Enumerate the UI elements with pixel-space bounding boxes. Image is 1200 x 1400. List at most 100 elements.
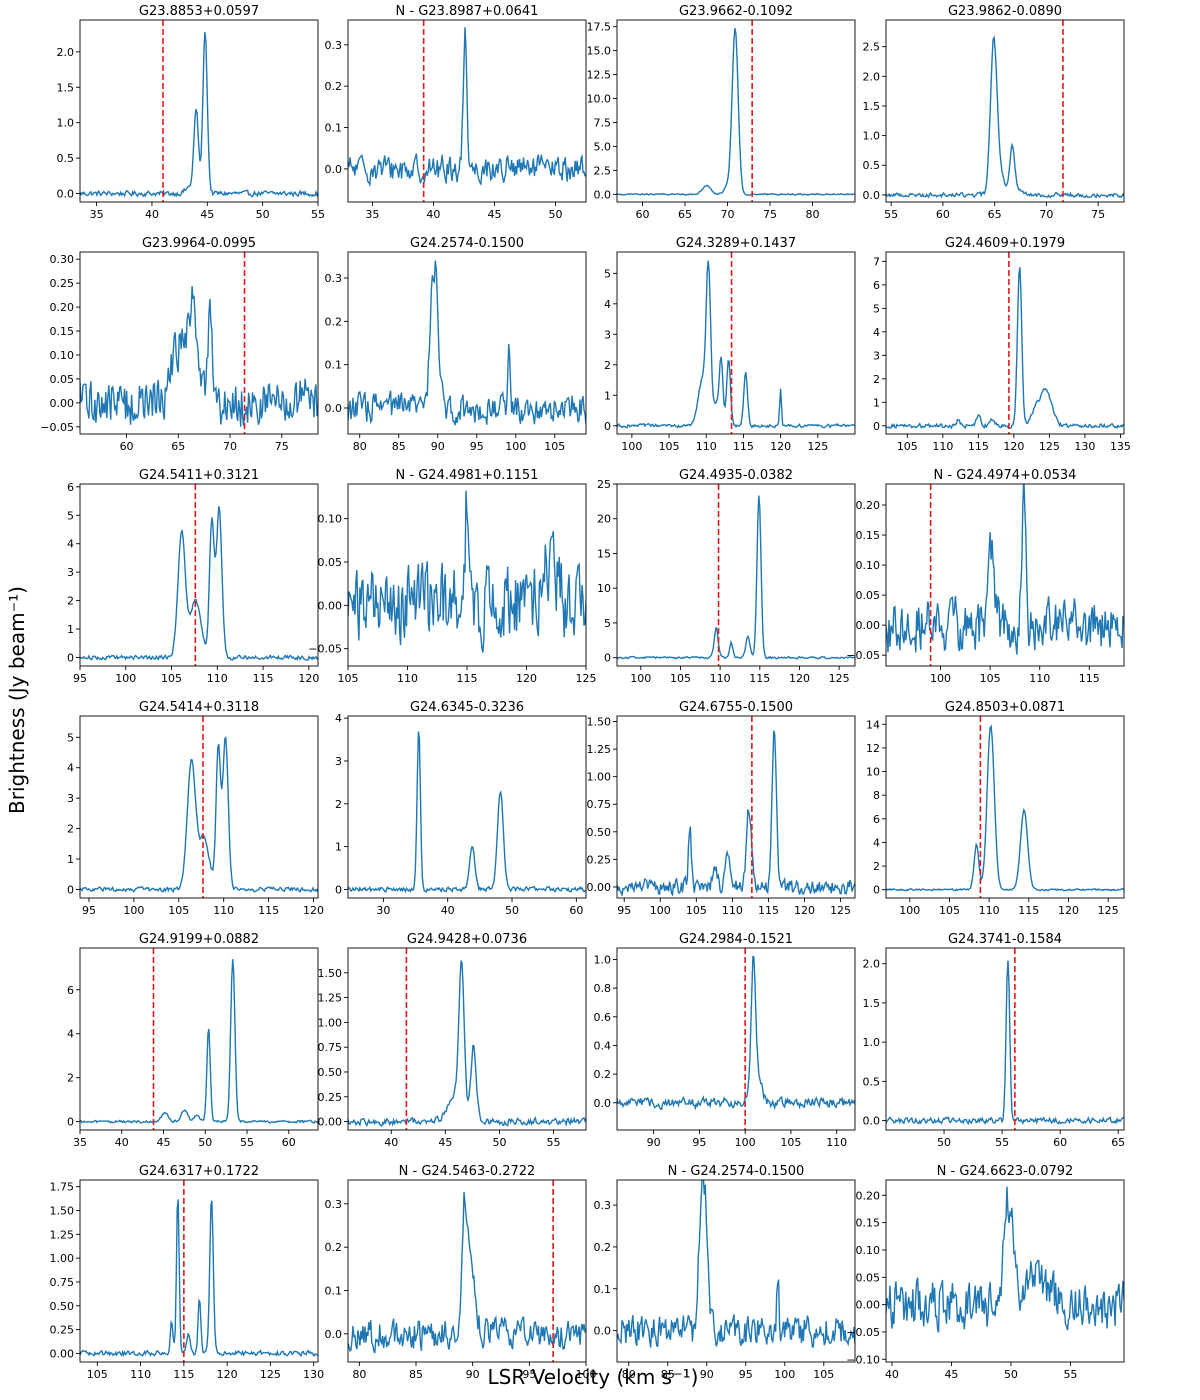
x-tick-label: 85 bbox=[392, 440, 406, 453]
y-tick-label: 0.1 bbox=[325, 122, 343, 135]
spectrum-panel: G23.9662-0.1092 60 65 70 75 80 0.0 2.5 5.0 7.5 10.… bbox=[587, 4, 856, 221]
x-tick-label: 110 bbox=[979, 904, 1000, 917]
y-tick-label: 0.25 bbox=[50, 1324, 75, 1337]
y-tick-label: 0 bbox=[67, 651, 74, 664]
x-tick-label: 60 bbox=[120, 440, 134, 453]
y-tick-label: 15.0 bbox=[587, 45, 612, 58]
panel-title: G24.5411+0.3121 bbox=[139, 468, 259, 483]
y-tick-label: 0.5 bbox=[863, 159, 881, 172]
y-tick-label: 0 bbox=[873, 884, 880, 897]
panel-title: N - G23.8987+0.0641 bbox=[396, 4, 539, 19]
figure-xlabel: LSR Velocity (km s⁻¹) bbox=[488, 1365, 699, 1389]
y-tick-label: 0.15 bbox=[856, 529, 881, 542]
x-tick-label: 45 bbox=[157, 1136, 171, 1149]
y-tick-label: 2.5 bbox=[594, 164, 612, 177]
x-tick-label: 125 bbox=[1098, 904, 1119, 917]
y-tick-label: 2.0 bbox=[863, 958, 881, 971]
y-tick-label: 8 bbox=[873, 789, 880, 802]
x-tick-label: 90 bbox=[431, 440, 445, 453]
x-tick-label: 50 bbox=[937, 1136, 951, 1149]
y-tick-label: −0.05 bbox=[308, 643, 342, 656]
x-tick-label: 115 bbox=[457, 672, 478, 685]
y-tick-label: 0.0 bbox=[594, 1325, 612, 1338]
x-tick-label: 35 bbox=[73, 1136, 87, 1149]
y-tick-label: 25 bbox=[597, 478, 611, 491]
x-tick-label: 105 bbox=[670, 672, 691, 685]
spectrum-line bbox=[886, 484, 1124, 655]
x-tick-label: 90 bbox=[647, 1136, 661, 1149]
x-tick-label: 110 bbox=[213, 904, 234, 917]
y-tick-label: 0.20 bbox=[856, 1189, 881, 1202]
y-tick-label: 14 bbox=[866, 718, 880, 731]
x-tick-label: 40 bbox=[441, 904, 455, 917]
y-tick-label: 0.10 bbox=[856, 1244, 881, 1257]
panel-title: G24.4935-0.0382 bbox=[679, 468, 793, 483]
y-tick-label: 0.2 bbox=[325, 315, 343, 328]
panel-title: G23.9662-0.1092 bbox=[679, 4, 793, 19]
spectrum-line bbox=[80, 285, 318, 427]
x-tick-label: 115 bbox=[253, 672, 274, 685]
panel-title: G23.8853+0.0597 bbox=[139, 4, 259, 19]
spectrum-panel: G24.4935-0.0382 100 105 110 115 120 125 0 5 10 15 2… bbox=[597, 468, 856, 685]
panel-frame bbox=[347, 19, 587, 203]
y-tick-label: 0.4 bbox=[594, 1039, 612, 1052]
y-tick-label: 4 bbox=[67, 762, 74, 775]
y-tick-label: 0.10 bbox=[856, 559, 881, 572]
x-tick-label: 110 bbox=[826, 1136, 847, 1149]
x-tick-label: 50 bbox=[492, 1136, 506, 1149]
spectrum-line bbox=[617, 955, 855, 1111]
panel-frame bbox=[347, 251, 587, 435]
y-tick-label: 6 bbox=[67, 481, 74, 494]
y-tick-label: 10 bbox=[866, 766, 880, 779]
x-tick-label: 35 bbox=[365, 208, 379, 221]
x-tick-label: 80 bbox=[353, 440, 367, 453]
x-tick-label: 30 bbox=[376, 904, 390, 917]
y-tick-label: −0.05 bbox=[40, 421, 74, 434]
spectrum-panel: G24.5411+0.3121 95 100 105 110 115 120 0 1 2 3 4 5 6 bbox=[67, 468, 319, 685]
x-tick-label: 75 bbox=[763, 208, 777, 221]
spectrum-line bbox=[348, 260, 586, 426]
x-tick-label: 75 bbox=[275, 440, 289, 453]
y-tick-label: 0.0 bbox=[57, 188, 75, 201]
y-tick-label: 4 bbox=[335, 712, 342, 725]
x-tick-label: 45 bbox=[438, 1136, 452, 1149]
x-tick-label: 110 bbox=[696, 440, 717, 453]
y-tick-label: 2 bbox=[335, 798, 342, 811]
x-tick-label: 115 bbox=[758, 904, 779, 917]
y-tick-label: 4 bbox=[873, 836, 880, 849]
y-tick-label: 1.0 bbox=[594, 953, 612, 966]
y-tick-label: 0.5 bbox=[863, 1075, 881, 1088]
spectrum-line bbox=[617, 495, 855, 660]
spectrum-panel: G24.6317+0.1722 105 110 115 120 125 130 0.00 0.2… bbox=[50, 1164, 325, 1381]
y-tick-label: 12.5 bbox=[587, 69, 612, 82]
y-tick-label: 4 bbox=[67, 1028, 74, 1041]
y-tick-label: 1.5 bbox=[863, 997, 881, 1010]
x-tick-label: 105 bbox=[168, 904, 189, 917]
panel-frame bbox=[616, 1179, 856, 1363]
spectrum-panel: G24.4609+0.1979 105 110 115 120 125 130 135 0 1 2 3… bbox=[873, 236, 1131, 453]
x-tick-label: 45 bbox=[944, 1368, 958, 1381]
y-tick-label: 4 bbox=[67, 538, 74, 551]
spectrum-line bbox=[80, 1199, 318, 1358]
x-tick-label: 105 bbox=[780, 1136, 801, 1149]
y-tick-label: 12 bbox=[866, 742, 880, 755]
y-tick-label: 0.25 bbox=[50, 277, 75, 290]
y-tick-label: −0.05 bbox=[846, 1326, 880, 1339]
y-tick-label: −0.05 bbox=[846, 649, 880, 662]
y-tick-label: 0.3 bbox=[594, 1199, 612, 1212]
y-tick-label: 0 bbox=[604, 420, 611, 433]
x-tick-label: 60 bbox=[636, 208, 650, 221]
x-tick-label: 105 bbox=[686, 904, 707, 917]
y-tick-label: 4 bbox=[604, 298, 611, 311]
spectrum-line bbox=[80, 32, 318, 198]
spectrum-panel: N - G24.5463-0.2722 80 85 90 95 100 0.0 0.1 0.2 0… bbox=[325, 1164, 597, 1381]
y-tick-label: 7 bbox=[873, 255, 880, 268]
y-tick-label: 0.0 bbox=[325, 402, 343, 415]
y-tick-label: 1 bbox=[67, 853, 74, 866]
x-tick-label: 100 bbox=[650, 904, 671, 917]
y-tick-label: 1 bbox=[873, 396, 880, 409]
y-tick-label: 0.8 bbox=[594, 982, 612, 995]
panel-title: G24.3741-0.1584 bbox=[948, 932, 1062, 947]
y-tick-label: 2 bbox=[67, 595, 74, 608]
y-tick-label: 0.00 bbox=[318, 599, 343, 612]
